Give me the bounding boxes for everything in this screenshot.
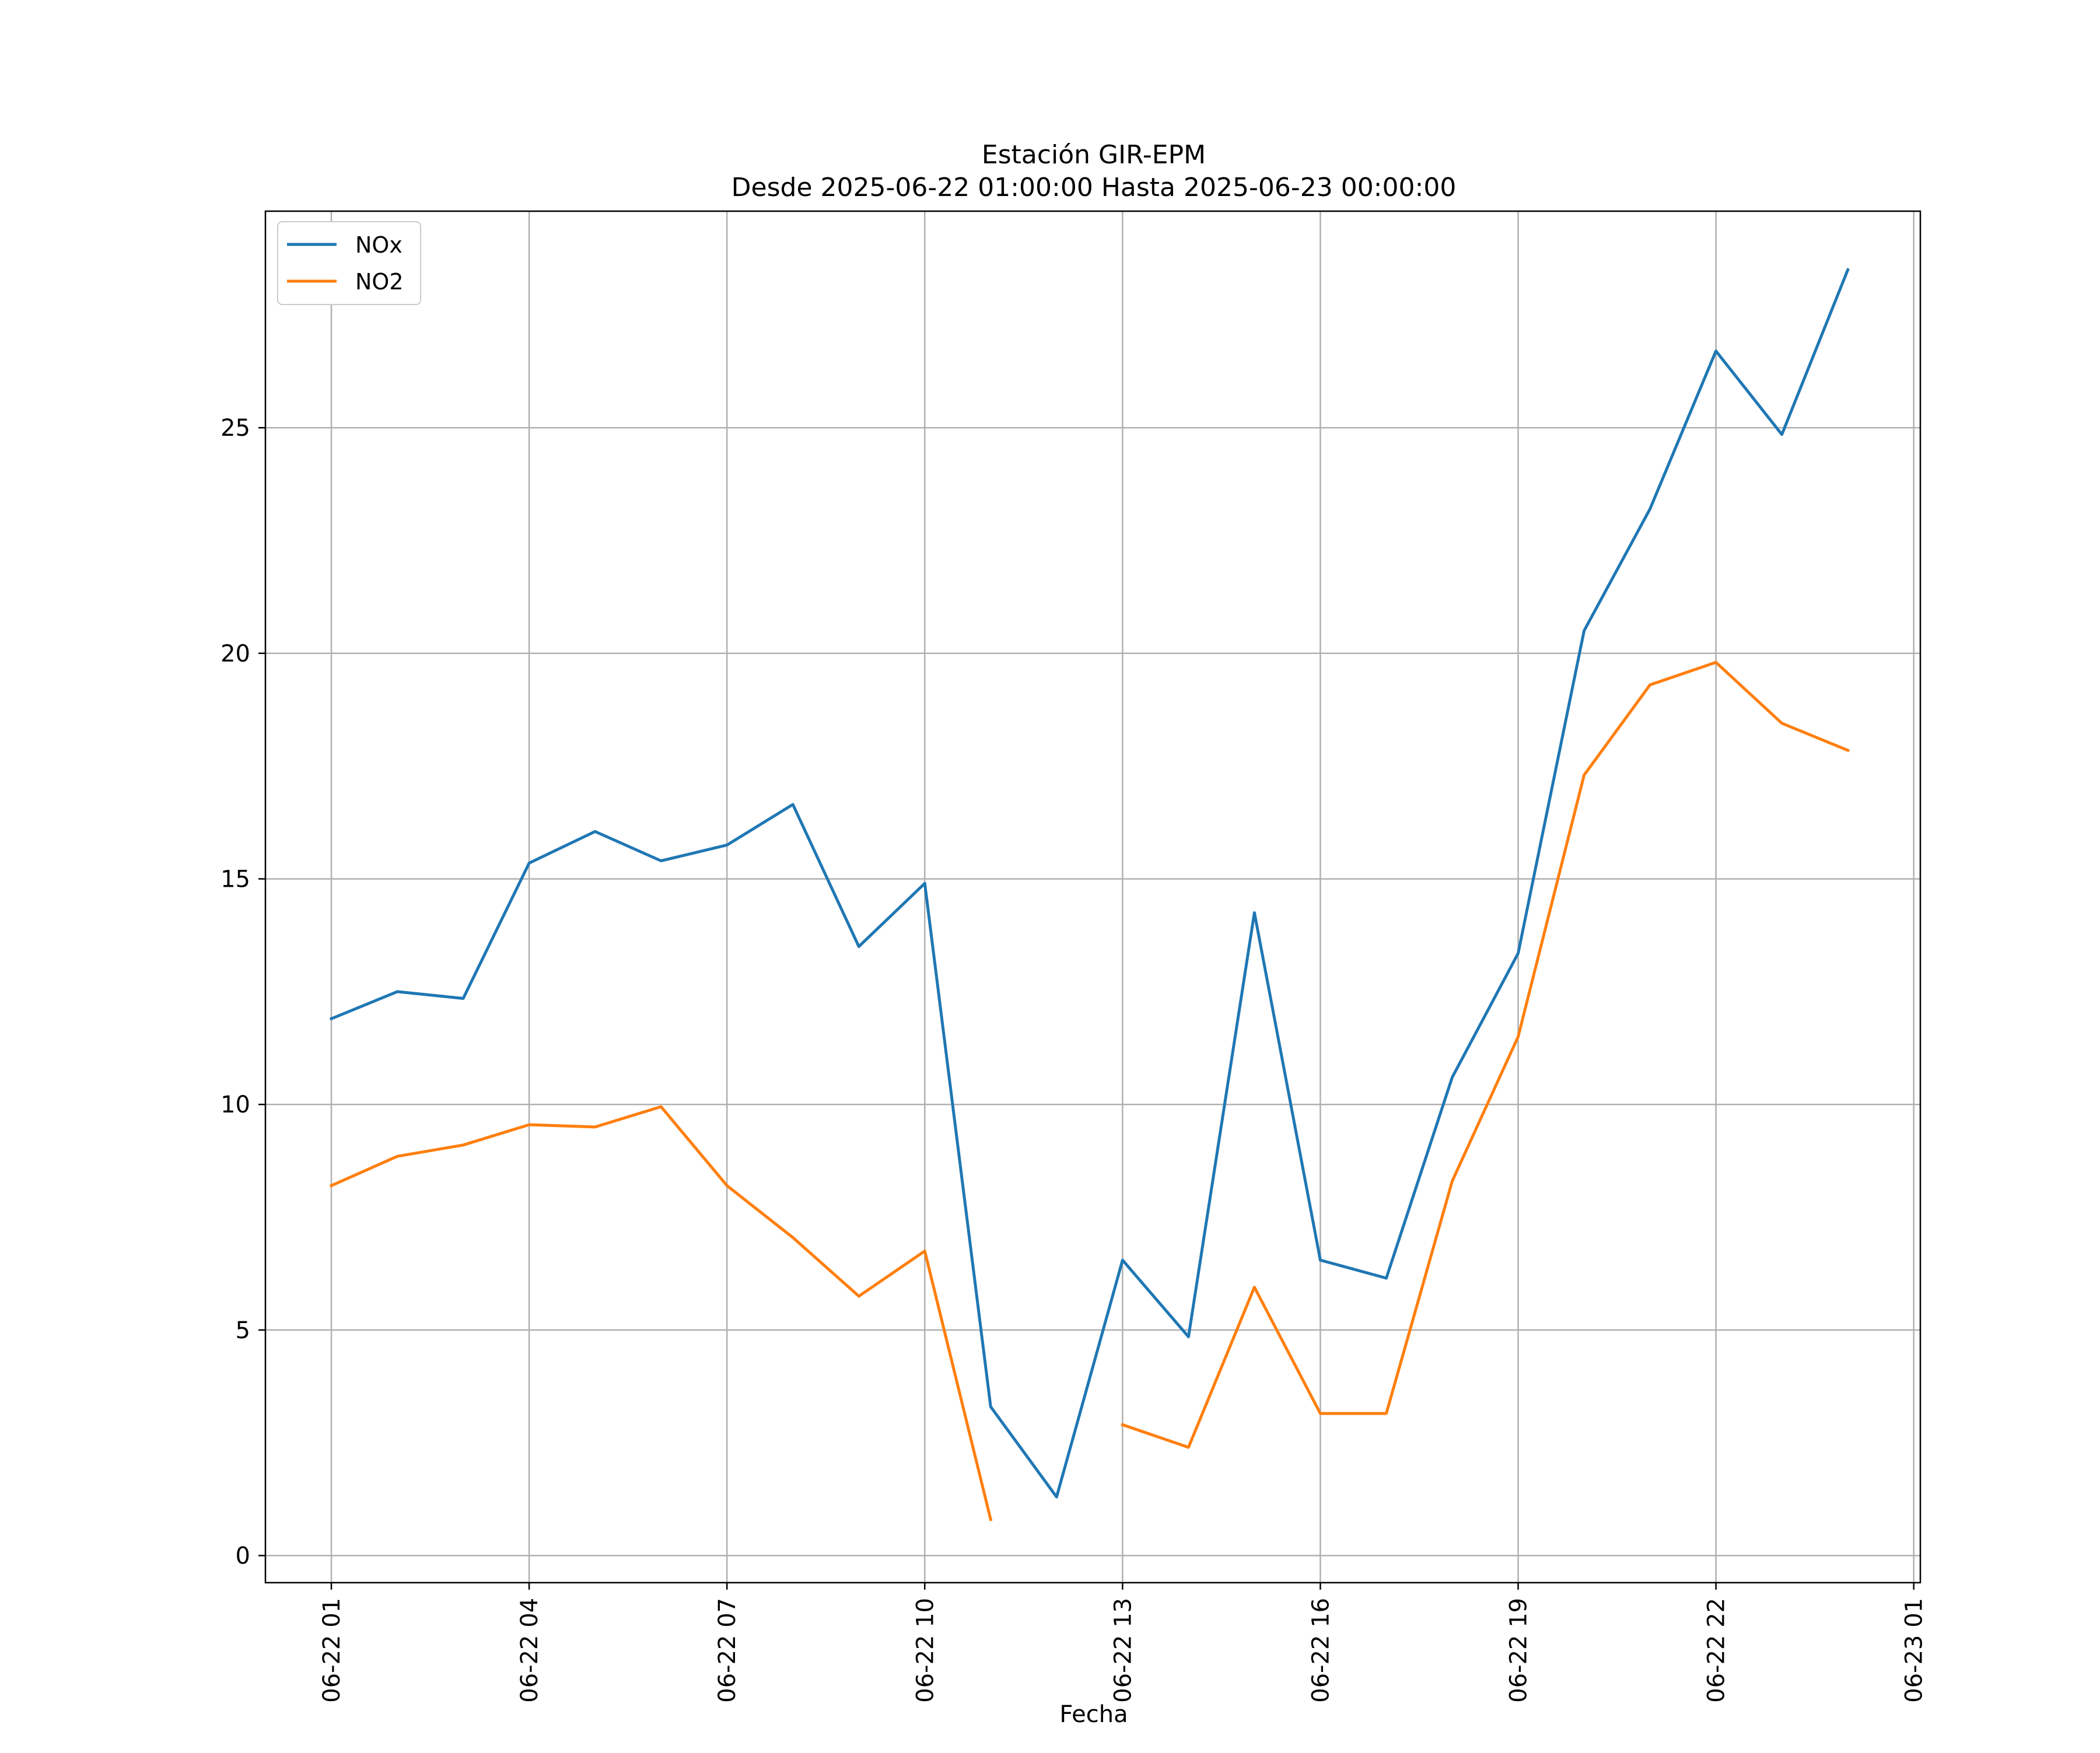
axis-ticks: 06-22 01 06-22 04 06-22 07 06-22 10 06-22 13… <box>220 415 1928 1703</box>
x-tick-label: 06-22 04 <box>516 1598 543 1703</box>
legend: NOx NO2 <box>277 221 421 305</box>
x-tick-label: 06-22 01 <box>318 1598 345 1703</box>
y-tick-label: 20 <box>220 641 250 667</box>
x-tick-label: 06-22 19 <box>1506 1598 1532 1703</box>
legend-label-no2: NO2 <box>355 269 404 295</box>
series-line-no2 <box>329 660 1850 1521</box>
legend-label-nox: NOx <box>355 232 402 258</box>
y-tick-label: 25 <box>220 415 250 442</box>
plot-frame <box>264 210 1922 1584</box>
x-tick-label: 06-22 07 <box>714 1598 741 1703</box>
series-line-nox <box>329 268 1850 1499</box>
chart-subtitle: Desde 2025-06-22 01:00:00 Hasta 2025-06-… <box>732 173 1457 202</box>
x-tick-label: 06-22 22 <box>1703 1598 1730 1703</box>
x-axis-label: Fecha <box>1059 1701 1128 1728</box>
legend-box <box>277 221 421 305</box>
y-tick-label: 15 <box>220 866 250 893</box>
x-tick-label: 06-22 13 <box>1110 1598 1136 1703</box>
y-tick-label: 5 <box>236 1317 250 1344</box>
y-tick-label: 0 <box>236 1543 250 1570</box>
series-lines <box>329 268 1850 1521</box>
chart-title: Estación GIR-EPM <box>982 140 1206 170</box>
grid <box>265 211 1920 1583</box>
x-tick-label: 06-22 10 <box>912 1598 939 1703</box>
y-tick-label: 10 <box>220 1091 250 1118</box>
x-tick-label: 06-22 16 <box>1307 1598 1334 1703</box>
x-tick-label: 06-23 01 <box>1901 1598 1928 1703</box>
